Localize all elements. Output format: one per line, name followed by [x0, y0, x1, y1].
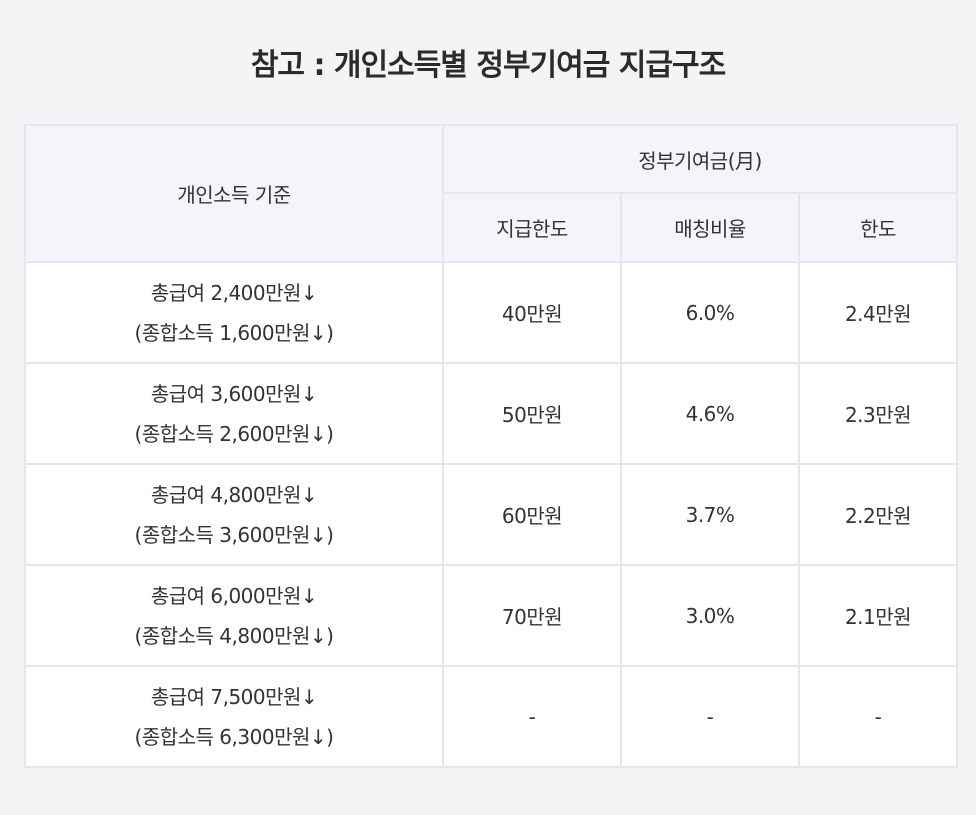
limit-cell: 50만원 [442, 362, 622, 465]
income-text: (종합소득 4,800만원↓) [134, 623, 334, 648]
table-row: 총급여 4,800만원↓ (종합소득 3,600만원↓) 60만원 3.7% 2… [24, 463, 959, 566]
table-subheader-row: 지급한도 매칭비율 한도 [25, 192, 959, 263]
header-limit: 지급한도 [442, 192, 622, 263]
ratio-cell: 4.6% [620, 362, 800, 465]
limit-cell: - [442, 665, 622, 768]
limit-cell: 60만원 [442, 463, 622, 566]
salary-text: 총급여 6,000만원↓ [150, 583, 318, 608]
salary-text: 총급여 7,500만원↓ [150, 684, 318, 709]
cap-cell: 2.4만원 [797, 261, 959, 364]
table-row: 총급여 7,500만원↓ (종합소득 6,300만원↓) - - - [24, 665, 959, 768]
income-text: (종합소득 1,600만원↓) [134, 320, 334, 345]
contribution-table: 개인소득 기준 정부기여금(月) 지급한도 매칭비율 한도 총급여 2,400만… [24, 124, 959, 768]
salary-text: 총급여 3,600만원↓ [150, 381, 318, 406]
ratio-cell: 3.0% [620, 564, 800, 667]
criteria-cell: 총급여 2,400만원↓ (종합소득 1,600만원↓) [24, 261, 444, 364]
header-cap: 한도 [797, 192, 959, 263]
criteria-cell: 총급여 4,800만원↓ (종합소득 3,600만원↓) [24, 463, 444, 566]
cap-cell: 2.3만원 [797, 362, 959, 465]
table-row: 총급여 6,000만원↓ (종합소득 4,800만원↓) 70만원 3.0% 2… [24, 564, 959, 667]
income-text: (종합소득 2,600만원↓) [134, 421, 334, 446]
cap-cell: 2.2만원 [797, 463, 959, 566]
criteria-cell: 총급여 3,600만원↓ (종합소득 2,600만원↓) [24, 362, 444, 465]
limit-cell: 40만원 [442, 261, 622, 364]
table-row: 총급여 3,600만원↓ (종합소득 2,600만원↓) 50만원 4.6% 2… [24, 362, 959, 465]
criteria-cell: 총급여 7,500만원↓ (종합소득 6,300만원↓) [24, 665, 444, 768]
header-ratio: 매칭비율 [620, 192, 800, 263]
cap-cell: 2.1만원 [797, 564, 959, 667]
header-contribution-group: 정부기여금(月) [441, 124, 959, 194]
limit-cell: 70만원 [442, 564, 622, 667]
table-row: 총급여 2,400만원↓ (종합소득 1,600만원↓) 40만원 6.0% 2… [24, 261, 959, 364]
cap-cell: - [797, 665, 959, 768]
page-title: 참고 : 개인소득별 정부기여금 지급구조 [250, 48, 726, 83]
income-text: (종합소득 6,300만원↓) [134, 724, 334, 749]
ratio-cell: 6.0% [620, 261, 800, 364]
income-text: (종합소득 3,600만원↓) [134, 522, 334, 547]
criteria-cell: 총급여 6,000만원↓ (종합소득 4,800만원↓) [24, 564, 444, 667]
table-header-row: 개인소득 기준 정부기여금(月) [24, 124, 959, 263]
ratio-cell: - [620, 665, 800, 768]
ratio-cell: 3.7% [620, 463, 800, 566]
header-criteria: 개인소득 기준 [24, 124, 444, 263]
salary-text: 총급여 4,800만원↓ [150, 482, 318, 507]
salary-text: 총급여 2,400만원↓ [150, 280, 318, 305]
